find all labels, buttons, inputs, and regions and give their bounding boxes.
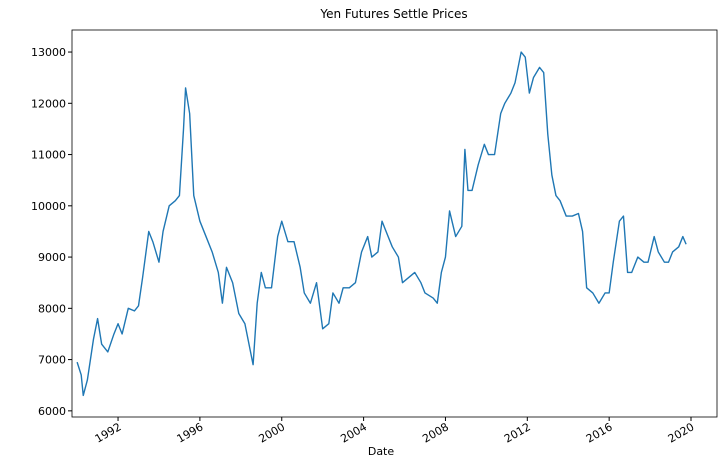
price-line <box>76 51 687 397</box>
chart-title: Yen Futures Settle Prices <box>319 7 467 21</box>
x-tick-label: 2012 <box>502 420 533 445</box>
x-tick-label: 2000 <box>256 420 287 445</box>
x-tick-label: 2016 <box>584 420 615 445</box>
y-tick-label: 11000 <box>31 149 66 162</box>
y-tick-label: 13000 <box>31 46 66 59</box>
y-tick-label: 9000 <box>38 251 66 264</box>
x-tick-label: 2004 <box>338 420 369 445</box>
plot-frame <box>71 29 718 418</box>
x-tick-label: 2020 <box>666 420 697 445</box>
y-tick-label: 8000 <box>38 302 66 315</box>
y-tick-label: 7000 <box>38 354 66 367</box>
y-tick-label: 6000 <box>38 405 66 418</box>
x-tick-label: 1996 <box>175 420 206 445</box>
x-axis-label: Date <box>368 445 395 458</box>
x-tick-label: 2008 <box>420 420 451 445</box>
y-tick-label: 12000 <box>31 97 66 110</box>
y-tick-label: 10000 <box>31 200 66 213</box>
x-tick-label: 1992 <box>93 420 124 445</box>
